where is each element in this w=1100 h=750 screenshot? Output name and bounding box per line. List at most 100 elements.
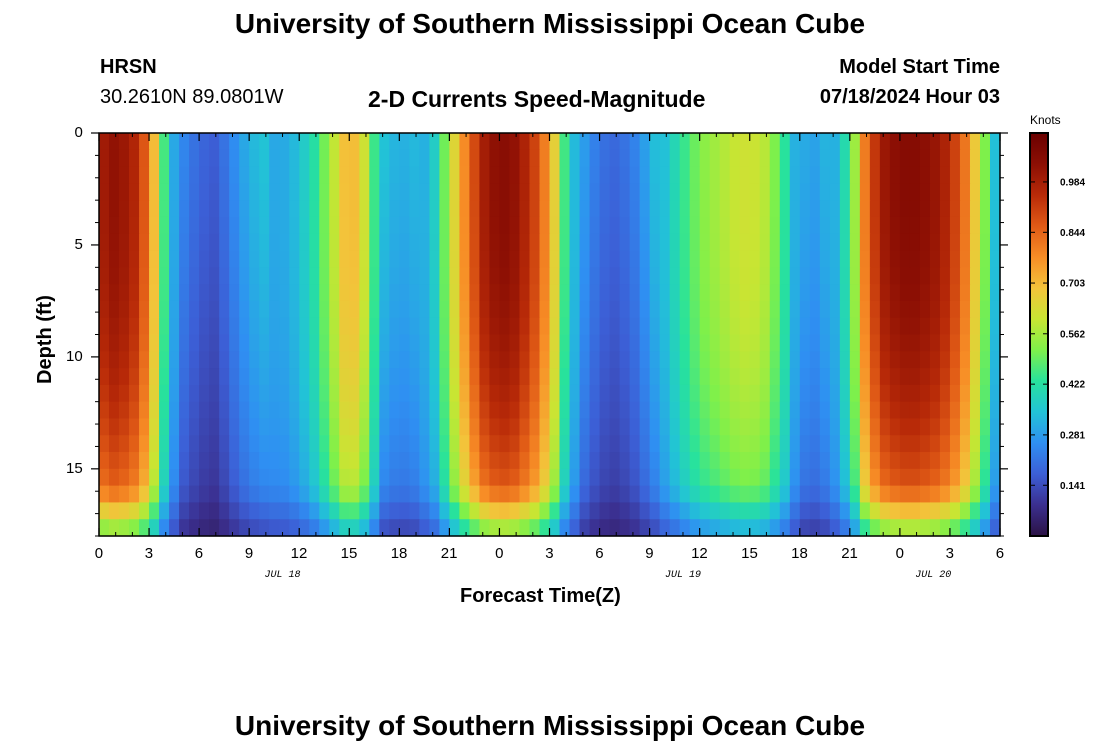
heatmap-cell: [209, 317, 220, 336]
heatmap-cell: [389, 502, 400, 520]
heatmap-cell: [129, 233, 140, 252]
heatmap-cell: [579, 250, 591, 268]
heatmap-cell: [419, 284, 430, 302]
heatmap-cell: [549, 267, 561, 285]
heatmap-cell: [99, 317, 110, 336]
heatmap-cell: [519, 267, 531, 285]
heatmap-cell: [449, 200, 460, 218]
heatmap-cell: [529, 183, 541, 201]
heatmap-cell: [439, 334, 450, 352]
heatmap-cell: [989, 468, 1001, 487]
heatmap-cell: [809, 334, 821, 352]
heatmap-cell: [979, 334, 991, 352]
heatmap-cell: [859, 149, 871, 168]
heatmap-cell: [609, 267, 621, 285]
heatmap-cell: [599, 351, 611, 369]
heatmap-cell: [859, 284, 871, 302]
heatmap-cell: [349, 368, 360, 386]
heatmap-cell: [719, 166, 731, 184]
heatmap-cell: [309, 317, 320, 336]
heatmap-cell: [979, 435, 991, 453]
heatmap-cell: [479, 485, 491, 504]
heatmap-cell: [319, 435, 330, 453]
heatmap-cell: [179, 317, 190, 336]
heatmap-cell: [959, 351, 971, 369]
heatmap-cell: [279, 435, 290, 453]
heatmap-cell: [339, 267, 350, 285]
heatmap-cell: [569, 284, 581, 302]
heatmap-cell: [399, 435, 410, 453]
heatmap-cell: [479, 384, 491, 403]
heatmap-cell: [529, 216, 541, 235]
heatmap-cell: [619, 216, 631, 235]
heatmap-cell: [149, 133, 160, 151]
heatmap-cell: [399, 216, 410, 235]
heatmap-cell: [899, 267, 911, 285]
heatmap-cell: [169, 334, 180, 352]
heatmap-cell: [919, 166, 931, 184]
heatmap-cell: [309, 384, 320, 403]
heatmap-cell: [849, 233, 861, 252]
heatmap-cell: [439, 166, 450, 184]
heatmap-cell: [869, 452, 881, 470]
heatmap-cell: [579, 334, 591, 352]
heatmap-cell: [229, 183, 240, 201]
y-tick-label: 10: [66, 347, 83, 365]
heatmap-cell: [349, 200, 360, 218]
heatmap-cell: [689, 149, 701, 168]
heatmap-cell: [439, 502, 450, 520]
heatmap-cell: [629, 519, 641, 537]
heatmap-cell: [409, 183, 420, 201]
heatmap-cell: [989, 250, 1001, 268]
heatmap-cell: [259, 485, 270, 504]
heatmap-cell: [749, 267, 761, 285]
heatmap-cell: [229, 166, 240, 184]
heatmap-cell: [549, 334, 561, 352]
heatmap-cell: [129, 317, 140, 336]
heatmap-cell: [829, 368, 841, 386]
heatmap-cell: [319, 502, 330, 520]
heatmap-cell: [579, 317, 591, 336]
heatmap-cell: [619, 200, 631, 218]
heatmap-cell: [679, 435, 691, 453]
heatmap-cell: [589, 468, 601, 487]
heatmap-cell: [819, 166, 831, 184]
heatmap-cell: [229, 435, 240, 453]
heatmap-cell: [639, 452, 651, 470]
heatmap-cell: [229, 502, 240, 520]
heatmap-cell: [259, 183, 270, 201]
heatmap-cell: [979, 519, 991, 537]
heatmap-cell: [199, 418, 210, 436]
heatmap-cell: [379, 317, 390, 336]
heatmap-cell: [679, 368, 691, 386]
heatmap-cell: [359, 351, 370, 369]
heatmap-cell: [149, 334, 160, 352]
heatmap-cell: [539, 401, 551, 420]
heatmap-cell: [719, 317, 731, 336]
heatmap-cell: [729, 468, 741, 487]
heatmap-cell: [859, 351, 871, 369]
heatmap-cell: [479, 351, 491, 369]
heatmap-cell: [939, 435, 951, 453]
heatmap-cell: [389, 200, 400, 218]
heatmap-cell: [249, 485, 260, 504]
heatmap-cell: [199, 384, 210, 403]
heatmap-cell: [819, 267, 831, 285]
heatmap-cell: [219, 200, 230, 218]
heatmap-cell: [449, 166, 460, 184]
heatmap-cell: [389, 166, 400, 184]
heatmap-cell: [669, 166, 681, 184]
heatmap-cell: [539, 334, 551, 352]
heatmap-cell: [419, 200, 430, 218]
heatmap-cell: [739, 183, 751, 201]
heatmap-cell: [709, 519, 721, 537]
heatmap-cell: [459, 334, 471, 352]
heatmap-cell: [459, 368, 471, 386]
heatmap-cell: [729, 200, 741, 218]
heatmap-cell: [379, 368, 390, 386]
heatmap-cell: [569, 183, 581, 201]
heatmap-cell: [479, 401, 491, 420]
heatmap-cell: [659, 519, 671, 537]
heatmap-cell: [289, 368, 300, 386]
heatmap-cell: [769, 166, 781, 184]
